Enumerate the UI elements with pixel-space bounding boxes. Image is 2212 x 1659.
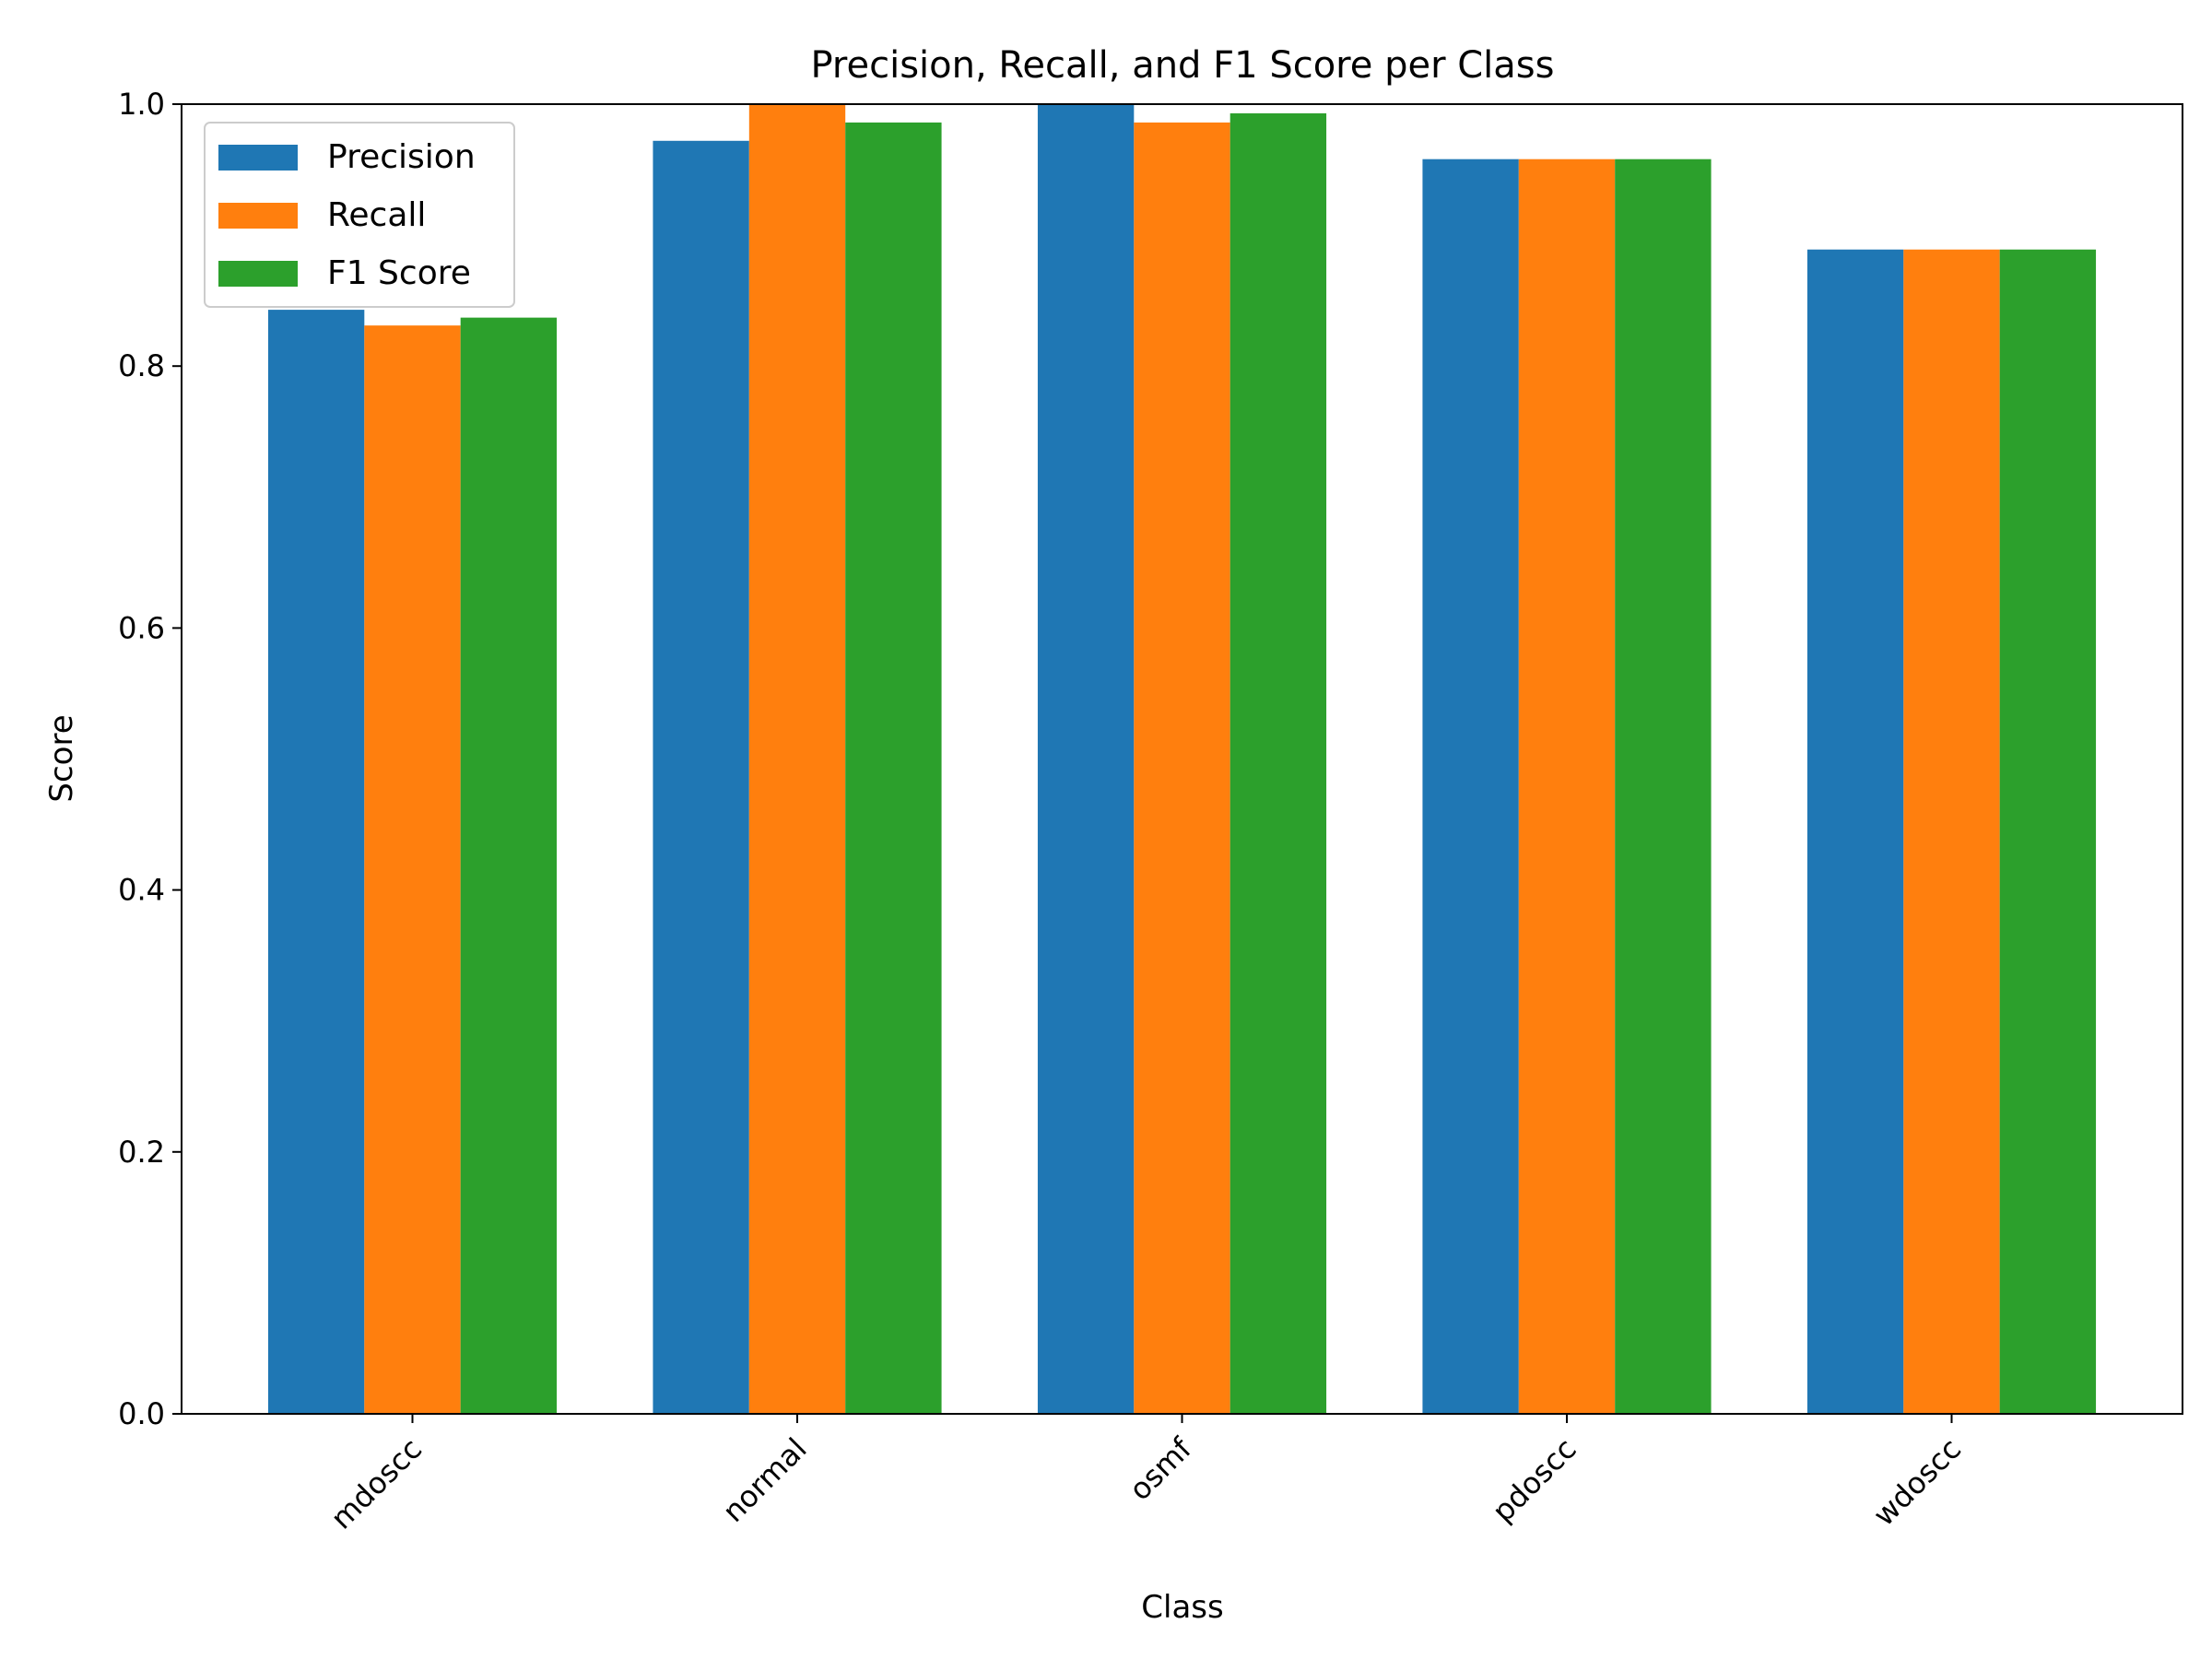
chart-title: Precision, Recall, and F1 Score per Clas…: [811, 44, 1555, 87]
bars: [267, 104, 2097, 1415]
y-tick-label: 1.0: [118, 87, 165, 122]
bar-mdoscc-f1-score: [460, 317, 558, 1414]
y-tick-label: 0.6: [118, 610, 165, 645]
bar-osmf-recall: [1134, 122, 1230, 1414]
x-axis: mdoscc normal osmf pdoscc wdoscc: [324, 1414, 1968, 1536]
legend-label-recall: Recall: [327, 196, 426, 234]
legend-label-f1-score: F1 Score: [327, 254, 471, 292]
y-tick-label: 0.0: [118, 1396, 165, 1431]
bar-normal-recall: [748, 104, 846, 1414]
x-tick-label-pdoscc: pdoscc: [1486, 1431, 1583, 1529]
bar-mdoscc-recall: [364, 325, 461, 1415]
bar-pdoscc-precision: [1422, 159, 1519, 1414]
y-tick-label: 0.8: [118, 348, 165, 383]
bar-wdoscc-precision: [1806, 249, 1904, 1415]
bar-normal-precision: [653, 140, 749, 1415]
x-tick-label-normal: normal: [716, 1431, 814, 1529]
legend-swatch-f1-score: [218, 261, 298, 287]
bar-normal-f1-score: [845, 122, 942, 1414]
bar-mdoscc-precision: [267, 310, 365, 1415]
bar-osmf-f1-score: [1230, 112, 1327, 1414]
x-axis-label: Class: [1141, 1589, 1223, 1626]
x-tick-label-wdoscc: wdoscc: [1866, 1431, 1968, 1533]
legend-label-precision: Precision: [327, 138, 476, 176]
y-axis: 0.0 0.2 0.4 0.6 0.8 1.0: [118, 87, 182, 1431]
y-tick-label: 0.4: [118, 873, 165, 908]
bar-osmf-precision: [1037, 104, 1135, 1414]
bar-wdoscc-recall: [1903, 249, 2000, 1415]
legend: Precision Recall F1 Score: [204, 122, 515, 308]
bar-pdoscc-f1-score: [1615, 159, 1712, 1414]
y-axis-label: Score: [43, 714, 80, 802]
y-tick-label: 0.2: [118, 1135, 165, 1170]
x-tick-label-osmf: osmf: [1123, 1430, 1199, 1507]
legend-swatch-recall: [218, 203, 298, 229]
bar-wdoscc-f1-score: [1999, 249, 2097, 1415]
legend-swatch-precision: [218, 145, 298, 171]
x-tick-label-mdoscc: mdoscc: [324, 1431, 429, 1536]
bar-pdoscc-recall: [1518, 159, 1616, 1414]
